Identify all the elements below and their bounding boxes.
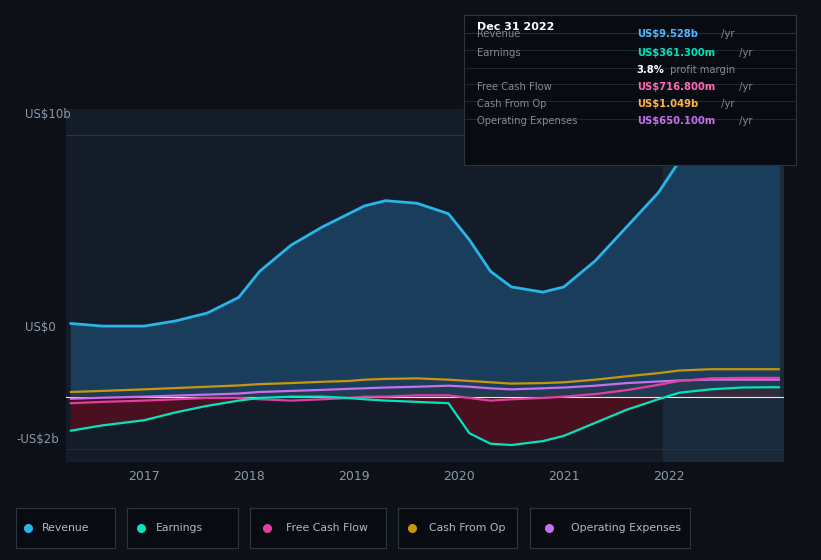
Text: -US$2b: -US$2b (16, 433, 59, 446)
Text: US$650.100m: US$650.100m (637, 116, 715, 126)
Text: Free Cash Flow: Free Cash Flow (286, 523, 368, 533)
Text: /yr: /yr (736, 48, 752, 58)
Text: Operating Expenses: Operating Expenses (477, 116, 578, 126)
Text: US$716.800m: US$716.800m (637, 82, 715, 92)
Text: /yr: /yr (718, 29, 734, 39)
Text: Dec 31 2022: Dec 31 2022 (477, 22, 554, 32)
Text: US$9.528b: US$9.528b (637, 29, 698, 39)
Text: US$1.049b: US$1.049b (637, 99, 698, 109)
Text: Earnings: Earnings (156, 523, 203, 533)
Text: US$10b: US$10b (25, 108, 71, 122)
Text: /yr: /yr (736, 116, 752, 126)
Text: Cash From Op: Cash From Op (429, 523, 506, 533)
Text: 3.8%: 3.8% (637, 65, 665, 75)
Text: /yr: /yr (718, 99, 734, 109)
Text: Revenue: Revenue (477, 29, 521, 39)
Text: US$0: US$0 (25, 321, 55, 334)
Text: Earnings: Earnings (477, 48, 521, 58)
Text: US$361.300m: US$361.300m (637, 48, 715, 58)
Text: Operating Expenses: Operating Expenses (571, 523, 681, 533)
Text: Revenue: Revenue (42, 523, 89, 533)
Text: /yr: /yr (736, 82, 752, 92)
Text: Cash From Op: Cash From Op (477, 99, 547, 109)
Text: profit margin: profit margin (667, 65, 735, 75)
Bar (663, 109, 784, 462)
Text: Free Cash Flow: Free Cash Flow (477, 82, 552, 92)
